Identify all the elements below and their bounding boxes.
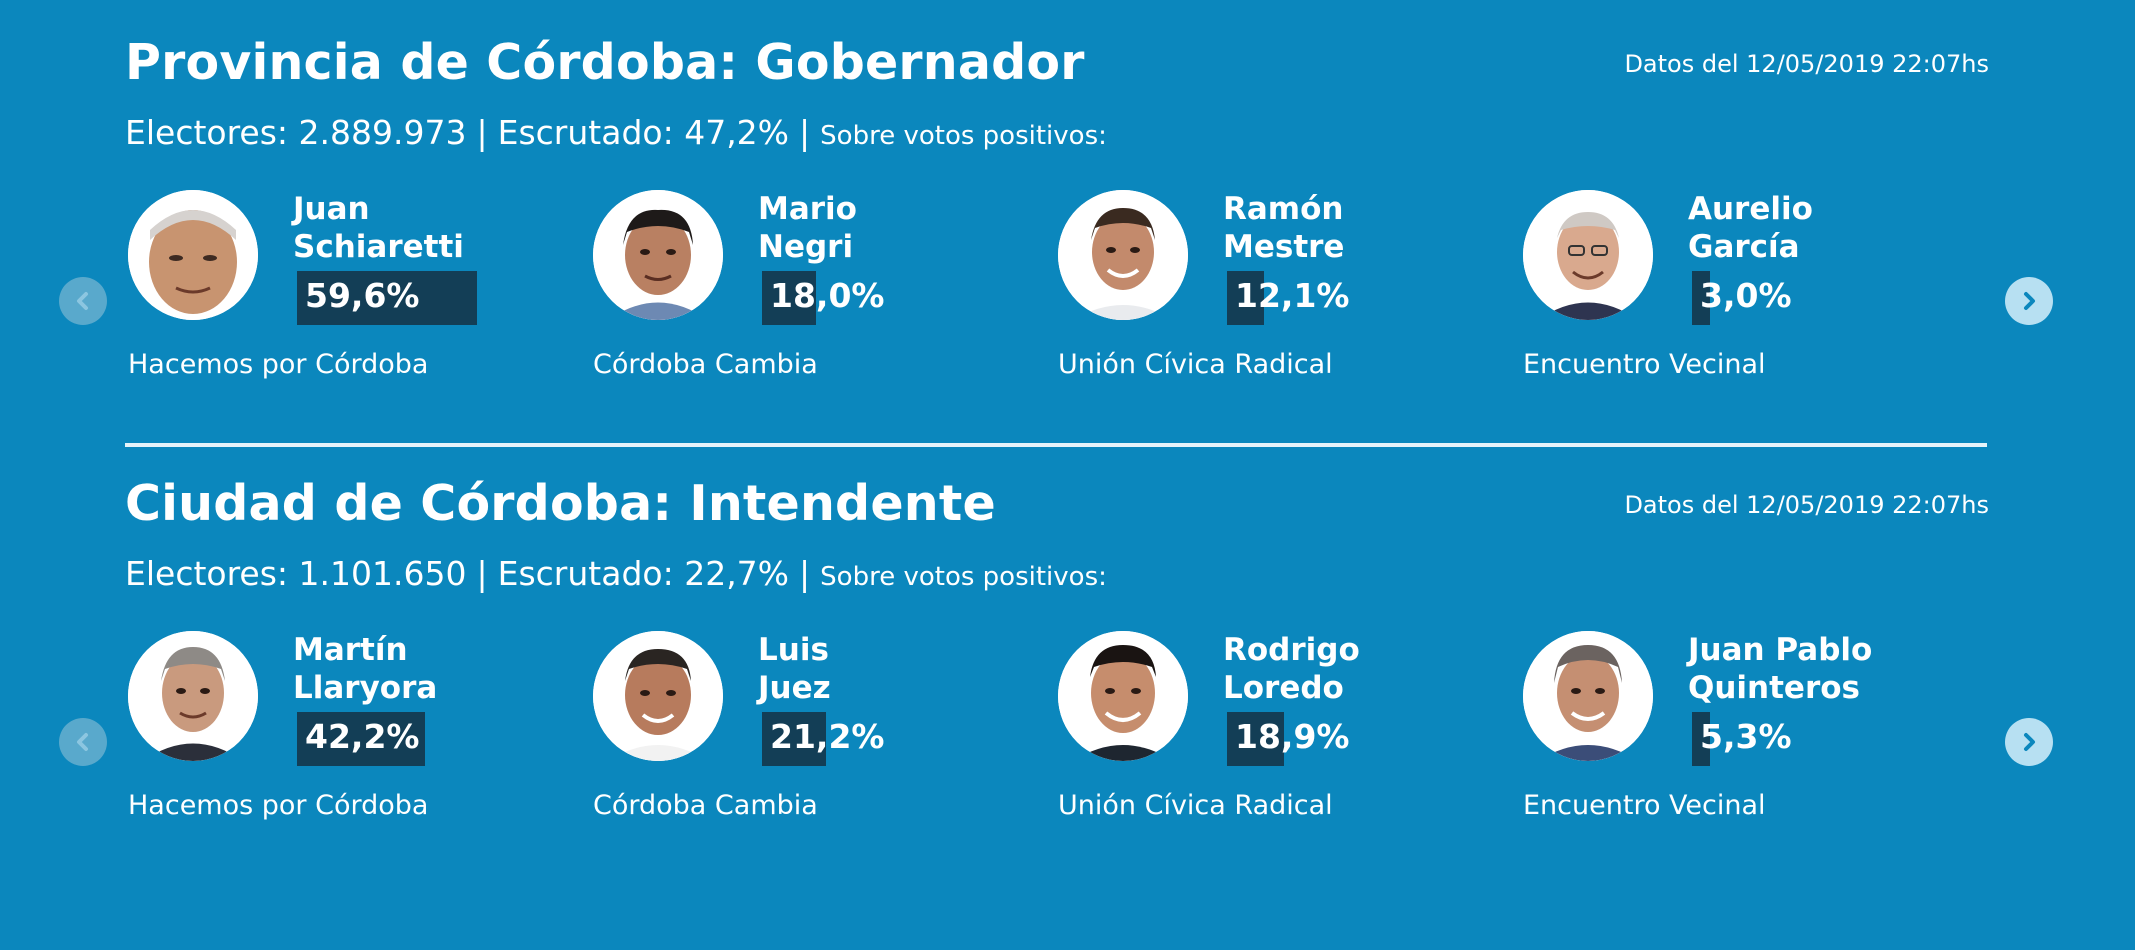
- candidate-last-name: García: [1688, 229, 1800, 265]
- candidate-first-name: Aurelio: [1688, 191, 1813, 227]
- party-name: Unión Cívica Radical: [1058, 349, 1333, 380]
- party-name: Unión Cívica Radical: [1058, 790, 1333, 821]
- vote-bar: 59,6%: [297, 271, 545, 325]
- candidate-name: Juan Schiaretti: [293, 190, 583, 266]
- chevron-right-icon: [2024, 292, 2035, 310]
- section-title: Ciudad de Córdoba: Intendente: [125, 475, 996, 532]
- candidate-name: Luis Juez: [758, 631, 1048, 707]
- vote-percentage: 42,2%: [305, 717, 420, 756]
- candidate-photo: [1523, 631, 1653, 761]
- candidate-last-name: Negri: [758, 229, 854, 265]
- separator: |: [476, 113, 488, 152]
- vote-bar-fill: [297, 712, 425, 766]
- vote-bar: 21,2%: [762, 712, 1010, 766]
- party-name: Córdoba Cambia: [593, 790, 818, 821]
- candidate-name: Rodrigo Loredo: [1223, 631, 1513, 707]
- chevron-right-icon: [2024, 733, 2035, 751]
- positive-votes-label: Sobre votos positivos:: [820, 121, 1107, 151]
- vote-percentage: 18,0%: [770, 276, 885, 315]
- section-gobernador: Provincia de Córdoba: Gobernador Datos d…: [59, 0, 2053, 400]
- vote-percentage: 3,0%: [1700, 276, 1792, 315]
- candidate-last-name: Mestre: [1223, 229, 1345, 265]
- carousel-next-button[interactable]: [2005, 718, 2053, 766]
- candidate-first-name: Rodrigo: [1223, 632, 1360, 668]
- escrutado-pct: Escrutado: 22,7%: [497, 554, 790, 593]
- carousel-prev-button[interactable]: [59, 277, 107, 325]
- candidate-first-name: Juan: [293, 191, 370, 227]
- electores-count: Electores: 1.101.650: [125, 554, 467, 593]
- party-name: Hacemos por Córdoba: [128, 349, 429, 380]
- candidate-name: Juan Pablo Quinteros: [1688, 631, 1978, 707]
- vote-percentage: 18,9%: [1235, 717, 1350, 756]
- data-timestamp: Datos del 12/05/2019 22:07hs: [1624, 50, 1989, 78]
- candidate-photo: [1058, 190, 1188, 320]
- vote-percentage: 59,6%: [305, 276, 420, 315]
- vote-bar-fill: [762, 271, 816, 325]
- candidate-card[interactable]: Juan Pablo Quinteros 5,3% Encuentro Veci…: [1520, 631, 1980, 831]
- vote-bar-fill: [1227, 712, 1284, 766]
- vote-bar: 18,0%: [762, 271, 1010, 325]
- candidate-card[interactable]: Ramón Mestre 12,1% Unión Cívica Radical: [1055, 190, 1515, 390]
- candidate-last-name: Loredo: [1223, 670, 1344, 706]
- vote-bar-fill: [1692, 271, 1710, 325]
- candidate-card[interactable]: Aurelio García 3,0% Encuentro Vecinal: [1520, 190, 1980, 390]
- candidate-first-name: Mario: [758, 191, 857, 227]
- vote-bar: 18,9%: [1227, 712, 1475, 766]
- separator: |: [799, 113, 811, 152]
- candidate-last-name: Llaryora: [293, 670, 438, 706]
- candidate-last-name: Schiaretti: [293, 229, 464, 265]
- summary-line: Electores: 2.889.973 | Escrutado: 47,2% | So…: [125, 113, 1107, 152]
- section-intendente: Ciudad de Córdoba: Intendente Datos del …: [59, 441, 2053, 841]
- candidate-card[interactable]: Juan Schiaretti 59,6% Hacemos por Córdob…: [125, 190, 585, 390]
- candidate-name: Ramón Mestre: [1223, 190, 1513, 266]
- electores-count: Electores: 2.889.973: [125, 113, 467, 152]
- section-divider: [125, 443, 1987, 447]
- carousel-next-button[interactable]: [2005, 277, 2053, 325]
- vote-bar: 5,3%: [1692, 712, 1940, 766]
- candidate-photo: [1058, 631, 1188, 761]
- summary-line: Electores: 1.101.650 | Escrutado: 22,7% | So…: [125, 554, 1107, 593]
- candidate-photo: [128, 631, 258, 761]
- candidate-first-name: Luis: [758, 632, 829, 668]
- section-title: Provincia de Córdoba: Gobernador: [125, 34, 1085, 91]
- vote-bar-fill: [762, 712, 826, 766]
- party-name: Encuentro Vecinal: [1523, 349, 1766, 380]
- vote-bar-fill: [1227, 271, 1264, 325]
- separator: |: [799, 554, 811, 593]
- candidate-photo: [593, 190, 723, 320]
- candidate-photo: [593, 631, 723, 761]
- candidate-card[interactable]: Rodrigo Loredo 18,9% Unión Cívica Radica…: [1055, 631, 1515, 831]
- candidate-photo: [1523, 190, 1653, 320]
- positive-votes-label: Sobre votos positivos:: [820, 562, 1107, 592]
- vote-percentage: 12,1%: [1235, 276, 1350, 315]
- party-name: Hacemos por Córdoba: [128, 790, 429, 821]
- chevron-left-icon: [77, 733, 88, 751]
- candidate-name: Martín Llaryora: [293, 631, 583, 707]
- vote-percentage: 21,2%: [770, 717, 885, 756]
- candidate-first-name: Juan Pablo: [1688, 632, 1873, 668]
- vote-bar: 42,2%: [297, 712, 545, 766]
- candidate-card[interactable]: Martín Llaryora 42,2% Hacemos por Córdob…: [125, 631, 585, 831]
- carousel-prev-button[interactable]: [59, 718, 107, 766]
- candidate-card[interactable]: Mario Negri 18,0% Córdoba Cambia: [590, 190, 1050, 390]
- vote-bar-fill: [1692, 712, 1710, 766]
- separator: |: [476, 554, 488, 593]
- vote-bar: 3,0%: [1692, 271, 1940, 325]
- chevron-left-icon: [77, 292, 88, 310]
- candidate-photo: [128, 190, 258, 320]
- candidate-name: Aurelio García: [1688, 190, 1978, 266]
- candidate-first-name: Martín: [293, 632, 408, 668]
- candidate-card[interactable]: Luis Juez 21,2% Córdoba Cambia: [590, 631, 1050, 831]
- candidate-last-name: Quinteros: [1688, 670, 1860, 706]
- candidate-last-name: Juez: [758, 670, 831, 706]
- data-timestamp: Datos del 12/05/2019 22:07hs: [1624, 491, 1989, 519]
- vote-percentage: 5,3%: [1700, 717, 1792, 756]
- vote-bar: 12,1%: [1227, 271, 1475, 325]
- escrutado-pct: Escrutado: 47,2%: [497, 113, 790, 152]
- candidate-first-name: Ramón: [1223, 191, 1344, 227]
- vote-bar-fill: [297, 271, 477, 325]
- party-name: Encuentro Vecinal: [1523, 790, 1766, 821]
- candidate-name: Mario Negri: [758, 190, 1048, 266]
- party-name: Córdoba Cambia: [593, 349, 818, 380]
